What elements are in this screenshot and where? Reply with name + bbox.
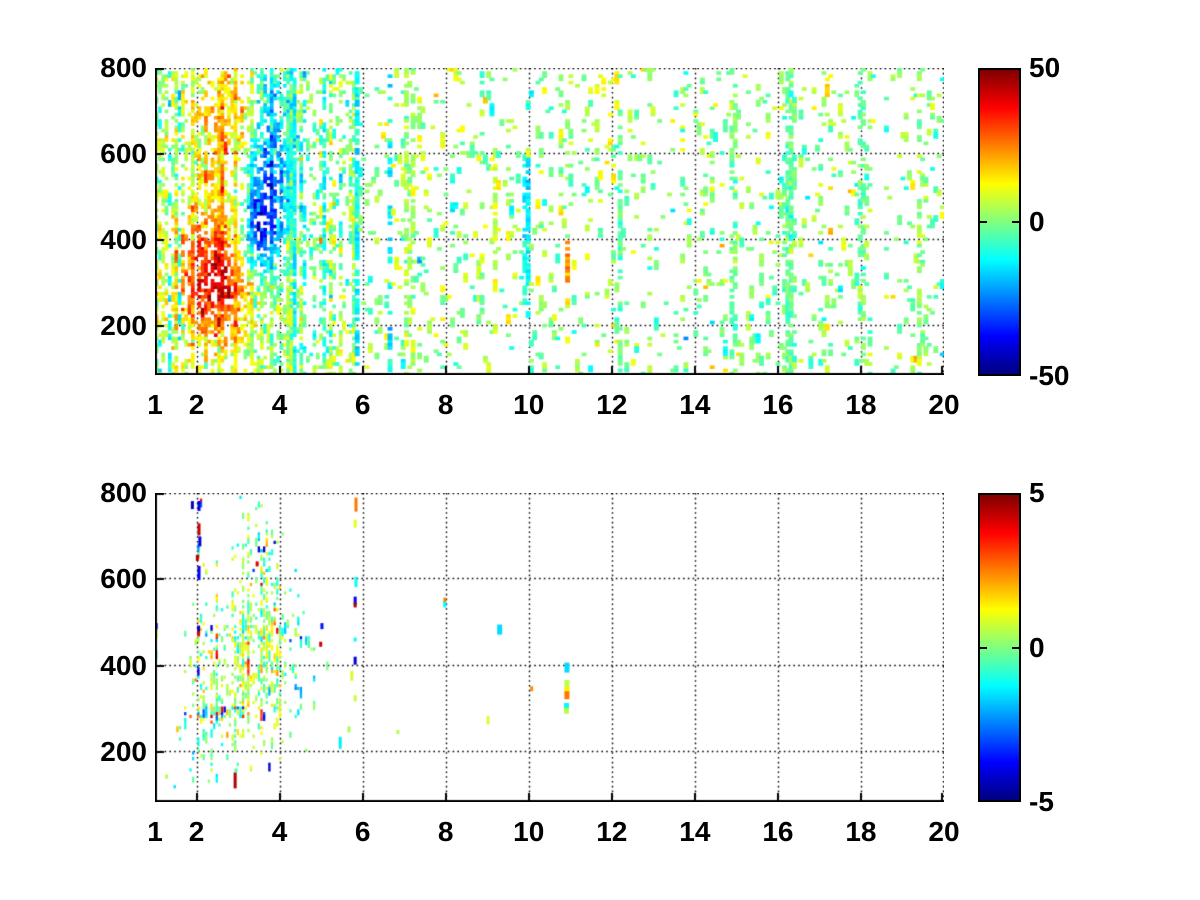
top-heatmap-canvas — [155, 68, 944, 375]
top-x-tick-label: 12 — [596, 389, 628, 420]
bottom-x-tick-label: 20 — [928, 816, 960, 847]
bottom-colorbar-tick-label: -5 — [1029, 786, 1054, 817]
top-colorbar-tick-label: 50 — [1029, 52, 1061, 83]
top-x-tick-label: 16 — [762, 389, 794, 420]
top-colorbar-tick-label: -50 — [1029, 360, 1070, 391]
top-x-tick-label: 4 — [271, 389, 288, 420]
bottom-x-tick-label: 8 — [437, 816, 454, 847]
top-x-tick-label: 8 — [437, 389, 454, 420]
bottom-colorbar-tick-label: 5 — [1029, 477, 1045, 508]
bottom-x-tick-label: 10 — [513, 816, 545, 847]
top-x-tick-label: 2 — [188, 389, 205, 420]
bottom-colorbar-zero-tick-left — [980, 646, 987, 649]
top-colorbar — [978, 68, 1021, 376]
bottom-y-tick-label: 600 — [100, 563, 147, 595]
bottom-colorbar-zero-tick-right — [1012, 646, 1019, 649]
top-x-tick-label: 10 — [513, 389, 545, 420]
bottom-x-tick-label: 12 — [596, 816, 628, 847]
top-y-tick-label: 600 — [100, 137, 147, 169]
bottom-x-tick-label: 2 — [188, 816, 205, 847]
top-x-tick-label: 20 — [928, 389, 960, 420]
bottom-x-tick-label: 18 — [845, 816, 877, 847]
bottom-x-tick-label: 6 — [354, 816, 371, 847]
bottom-plot-area — [155, 493, 944, 802]
bottom-heatmap-canvas — [155, 493, 944, 802]
top-colorbar-zero-tick-left — [980, 221, 987, 223]
top-x-tick-label: 1 — [147, 389, 163, 420]
bottom-y-tick-label: 800 — [100, 477, 147, 508]
top-y-tick-label: 400 — [100, 223, 147, 255]
top-plot-area — [155, 68, 944, 375]
bottom-x-tick-label: 14 — [679, 816, 711, 847]
top-x-tick-label: 14 — [679, 389, 711, 420]
top-x-tick-label: 6 — [354, 389, 371, 420]
bottom-colorbar-tick-label: 0 — [1029, 631, 1045, 663]
bottom-x-tick-label: 4 — [271, 816, 288, 847]
top-colorbar-zero-tick-right — [1012, 221, 1019, 223]
bottom-y-tick-label: 200 — [100, 736, 147, 768]
top-y-tick-label: 800 — [100, 52, 147, 83]
bottom-y-tick-label: 400 — [100, 649, 147, 681]
bottom-colorbar — [978, 493, 1021, 802]
top-y-tick-label: 200 — [100, 309, 147, 341]
top-colorbar-tick-label: 0 — [1029, 206, 1045, 237]
bottom-x-tick-label: 16 — [762, 816, 794, 847]
bottom-x-tick-label: 1 — [147, 816, 163, 847]
top-x-tick-label: 18 — [845, 389, 877, 420]
